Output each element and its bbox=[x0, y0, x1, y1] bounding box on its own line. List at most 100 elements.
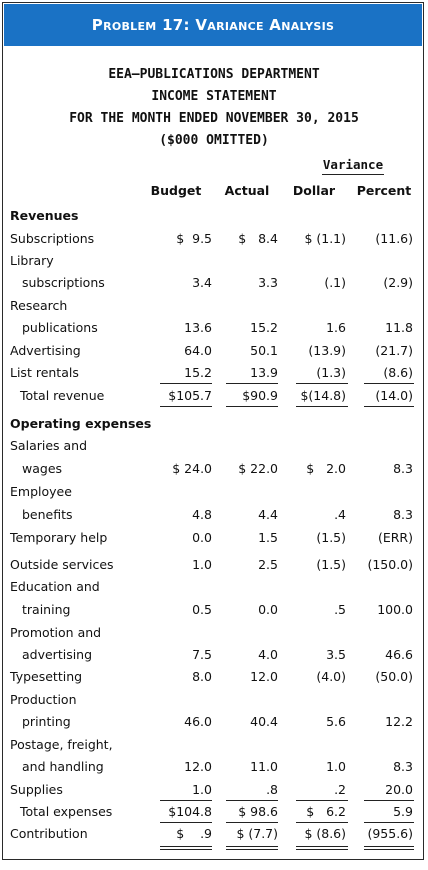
exp-underline-actual bbox=[226, 800, 278, 801]
contrib-dbl1-budget bbox=[160, 846, 212, 847]
contrib-dbl1-actual bbox=[226, 846, 278, 847]
cell-percent: 5.9 bbox=[393, 804, 413, 819]
row-label: Education and bbox=[10, 579, 100, 594]
cell-budget: 64.0 bbox=[184, 343, 212, 358]
row-label: Advertising bbox=[10, 343, 81, 358]
contrib-dbl2-actual bbox=[226, 849, 278, 850]
cell-budget: 12.0 bbox=[184, 759, 212, 774]
cell-percent: 8.3 bbox=[393, 759, 413, 774]
exp-total-underline-budget bbox=[160, 822, 212, 823]
contrib-dbl1-percent bbox=[364, 846, 414, 847]
cell-actual: $ (7.7) bbox=[236, 826, 278, 841]
budget-header: Budget bbox=[150, 183, 202, 198]
cell-percent: (50.0) bbox=[375, 669, 413, 684]
cell-percent: 100.0 bbox=[377, 602, 413, 617]
row-label: Research bbox=[10, 298, 68, 313]
cell-actual: 0.0 bbox=[258, 602, 278, 617]
heading-units: ($000 OMITTED) bbox=[159, 133, 269, 148]
cell-dollar: (.1) bbox=[324, 275, 346, 290]
cell-dollar: (1.5) bbox=[316, 530, 346, 545]
variance-header: Variance bbox=[322, 157, 384, 172]
cell-actual: 12.0 bbox=[250, 669, 278, 684]
heading-period: FOR THE MONTH ENDED NOVEMBER 30, 2015 bbox=[69, 111, 359, 126]
contrib-dbl2-budget bbox=[160, 849, 212, 850]
cell-dollar: $ (1.1) bbox=[304, 231, 346, 246]
cell-actual: 3.3 bbox=[258, 275, 278, 290]
cell-percent: 20.0 bbox=[385, 782, 413, 797]
row-label: Salaries and bbox=[10, 438, 88, 453]
cell-dollar: $ 2.0 bbox=[306, 461, 346, 476]
cell-dollar: $(14.8) bbox=[300, 388, 346, 403]
cell-dollar: (4.0) bbox=[316, 669, 346, 684]
cell-percent: (ERR) bbox=[377, 530, 413, 545]
cell-budget: 15.2 bbox=[184, 365, 212, 380]
cell-budget: $104.8 bbox=[168, 804, 212, 819]
dollar-header: Dollar bbox=[292, 183, 336, 198]
cell-actual: 40.4 bbox=[250, 714, 278, 729]
row-label: Revenues bbox=[10, 208, 79, 223]
cell-actual: $ 22.0 bbox=[238, 461, 278, 476]
cell-percent: 46.6 bbox=[385, 647, 413, 662]
heading-statement: INCOME STATEMENT bbox=[151, 89, 277, 104]
rev-total-underline-budget bbox=[160, 406, 212, 407]
cell-dollar: (13.9) bbox=[308, 343, 346, 358]
cell-actual: $ 8.4 bbox=[238, 231, 278, 246]
cell-percent: (14.0) bbox=[375, 388, 413, 403]
cell-percent: (21.7) bbox=[375, 343, 413, 358]
cell-dollar: .5 bbox=[334, 602, 346, 617]
cell-dollar: 3.5 bbox=[326, 647, 346, 662]
rev-underline-budget bbox=[160, 383, 212, 384]
rev-total-underline-percent bbox=[364, 406, 414, 407]
row-label: advertising bbox=[22, 647, 93, 662]
cell-dollar: 1.6 bbox=[326, 320, 346, 335]
row-label: publications bbox=[22, 320, 98, 335]
cell-budget: 46.0 bbox=[184, 714, 212, 729]
cell-budget: $ 9.5 bbox=[176, 231, 212, 246]
row-label: List rentals bbox=[10, 365, 79, 380]
cell-actual: 11.0 bbox=[250, 759, 278, 774]
problem-banner: Problem 17: Variance Analysis bbox=[4, 4, 422, 46]
rev-total-underline-actual bbox=[226, 406, 278, 407]
cell-percent: (2.9) bbox=[383, 275, 413, 290]
cell-actual: .8 bbox=[266, 782, 278, 797]
cell-percent: 12.2 bbox=[385, 714, 413, 729]
exp-underline-budget bbox=[160, 800, 212, 801]
cell-budget: 0.0 bbox=[192, 530, 212, 545]
row-label: and handling bbox=[22, 759, 104, 774]
heading-department: EEA—PUBLICATIONS DEPARTMENT bbox=[108, 67, 320, 82]
exp-underline-dollar bbox=[296, 800, 348, 801]
actual-header: Actual bbox=[224, 183, 270, 198]
cell-budget: 0.5 bbox=[192, 602, 212, 617]
cell-budget: 8.0 bbox=[192, 669, 212, 684]
cell-budget: 3.4 bbox=[192, 275, 212, 290]
row-label: printing bbox=[22, 714, 71, 729]
cell-dollar: (1.3) bbox=[316, 365, 346, 380]
cell-budget: $105.7 bbox=[168, 388, 212, 403]
row-label: Typesetting bbox=[10, 669, 83, 684]
rev-underline-percent bbox=[364, 383, 414, 384]
row-label: wages bbox=[22, 461, 63, 476]
cell-actual: 15.2 bbox=[250, 320, 278, 335]
row-label: Total revenue bbox=[20, 388, 105, 403]
cell-percent: (8.6) bbox=[383, 365, 413, 380]
variance-underline bbox=[322, 174, 384, 175]
cell-actual: 50.1 bbox=[250, 343, 278, 358]
exp-total-underline-percent bbox=[364, 822, 414, 823]
cell-dollar: 1.0 bbox=[326, 759, 346, 774]
row-label: Temporary help bbox=[10, 530, 108, 545]
cell-percent: 8.3 bbox=[393, 461, 413, 476]
cell-dollar: 5.6 bbox=[326, 714, 346, 729]
cell-actual: 2.5 bbox=[258, 557, 278, 572]
rev-underline-actual bbox=[226, 383, 278, 384]
row-label: Production bbox=[10, 692, 77, 707]
cell-actual: 13.9 bbox=[250, 365, 278, 380]
row-label: Total expenses bbox=[20, 804, 113, 819]
cell-percent: (150.0) bbox=[367, 557, 413, 572]
row-label: Employee bbox=[10, 484, 72, 499]
row-label: Outside services bbox=[10, 557, 114, 572]
rev-underline-dollar bbox=[296, 383, 348, 384]
cell-budget: 4.8 bbox=[192, 507, 212, 522]
contrib-dbl1-dollar bbox=[296, 846, 348, 847]
cell-budget: 13.6 bbox=[184, 320, 212, 335]
cell-actual: 4.4 bbox=[258, 507, 278, 522]
